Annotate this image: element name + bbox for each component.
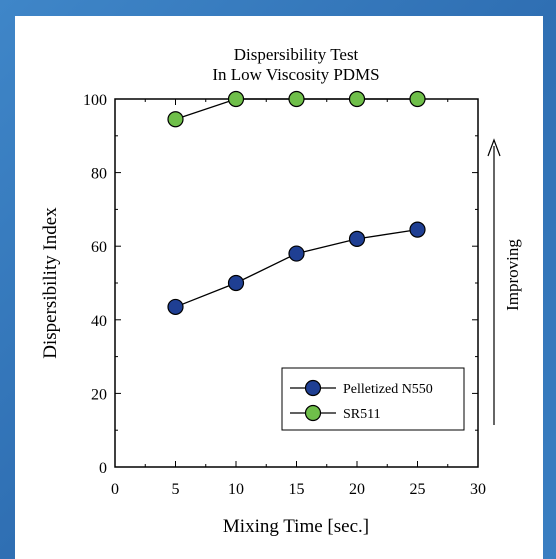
x-tick-label: 10 (228, 481, 244, 498)
legend: Pelletized N550 SR511 (281, 367, 465, 431)
series-line-0 (175, 228, 418, 308)
x-tick-label: 25 (410, 481, 426, 498)
y-axis: 0 20 40 60 80 100 (83, 92, 478, 477)
legend-label-1: SR511 (343, 407, 381, 422)
chart-title-line-2: In Low Viscosity PDMS (212, 65, 379, 84)
series-0-point (227, 274, 245, 292)
series-layer (167, 90, 426, 316)
x-tick-label: 5 (172, 481, 180, 498)
x-tick-label: 20 (349, 481, 365, 498)
series-0-point (409, 221, 426, 238)
y-tick-label: 60 (91, 239, 107, 256)
y-tick-label: 100 (83, 92, 107, 109)
chart-panel (15, 16, 543, 559)
improving-label: Improving (503, 239, 522, 311)
y-tick-label: 0 (99, 460, 107, 477)
series-1-point (409, 90, 426, 108)
improving-annotation: Improving (487, 138, 522, 425)
y-tick-label: 20 (91, 386, 107, 403)
series-1-point (167, 111, 184, 128)
x-tick-label: 0 (111, 481, 119, 498)
x-tick-label: 15 (289, 481, 305, 498)
x-tick-label: 30 (470, 481, 486, 498)
legend-marker-1 (304, 404, 322, 422)
y-axis-label: Dispersibility Index (40, 207, 61, 359)
chart-title-line-1: Dispersibility Test (234, 45, 359, 64)
x-axis-label: Mixing Time [sec.] (223, 516, 369, 537)
series-0-point (167, 298, 184, 316)
series-1-point (288, 90, 305, 108)
y-tick-label: 40 (91, 313, 107, 330)
y-tick-label: 80 (91, 166, 107, 183)
legend-label-0: Pelletized N550 (343, 382, 433, 397)
series-0-point (288, 245, 305, 262)
legend-marker-0 (304, 379, 322, 397)
x-axis: 0 5 10 15 20 25 30 (111, 99, 486, 498)
improving-arrow-head (487, 138, 501, 157)
series-1-point (227, 90, 245, 108)
series-0-point (348, 230, 366, 247)
series-1-point (348, 90, 366, 108)
